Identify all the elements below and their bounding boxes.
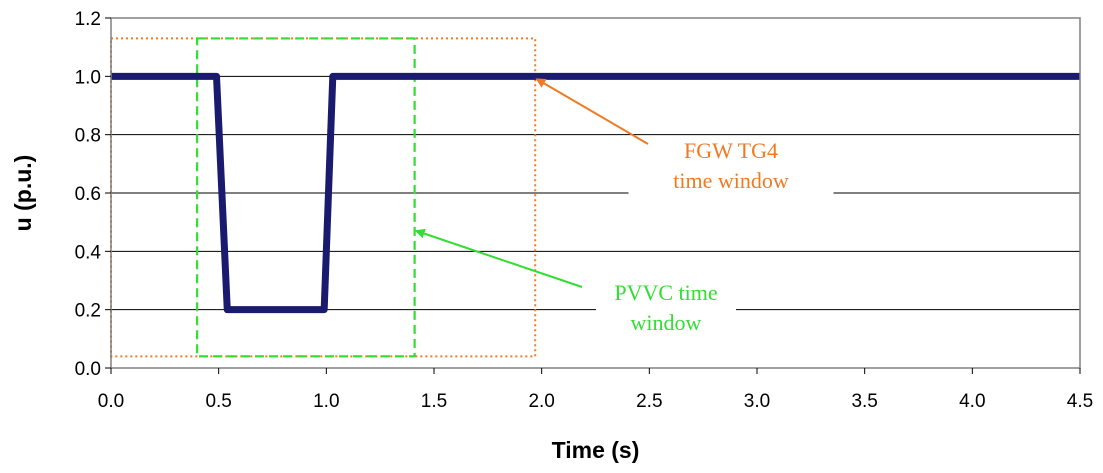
y-tick-label: 0.2 [75, 301, 101, 322]
fgw-annotation-arrow [535, 78, 649, 145]
x-tick-label: 3.5 [851, 391, 877, 412]
y-tick-label: 0.6 [75, 184, 101, 205]
fgw-annotation-label: FGW TG4 time window [673, 138, 789, 193]
x-tick-label: 0.5 [205, 391, 231, 412]
x-tick-label: 4.5 [1067, 391, 1093, 412]
x-tick-label: 2.5 [636, 391, 662, 412]
gridlines [111, 75, 1080, 311]
series-lines [111, 72, 1080, 314]
pvvc-annotation-arrow [414, 228, 583, 288]
x-tick-label: 3.0 [744, 391, 770, 412]
x-tick-label: 2.0 [528, 391, 554, 412]
x-axis-title: Time (s) [552, 437, 640, 463]
pvvc-time-window-box [196, 37, 416, 358]
y-tick-label: 0.0 [75, 359, 101, 380]
pvvc-label-background [596, 278, 736, 344]
fgw-label-background [628, 136, 834, 202]
series-line [111, 72, 1080, 314]
y-tick-label: 1.0 [75, 67, 101, 88]
x-tick-label: 4.0 [959, 391, 985, 412]
y-tick-label: 1.2 [75, 9, 101, 30]
annotations: FGW TG4 time window PVVC time window [414, 78, 834, 344]
pvvc-annotation-label: PVVC time window [614, 280, 717, 335]
x-tick-label: 1.0 [313, 391, 339, 412]
y-axis-title: u (p.u.) [10, 155, 36, 232]
y-tick-label: 0.4 [75, 242, 102, 263]
tick-labels: 0.0 0.2 0.4 0.6 0.8 1.0 1.2 0.0 0.5 1.0 1.5 2.0 2.5 3… [75, 9, 1094, 412]
x-tick-label: 1.5 [421, 391, 447, 412]
x-tick-label: 0.0 [98, 391, 124, 412]
y-tick-label: 0.8 [75, 126, 101, 147]
